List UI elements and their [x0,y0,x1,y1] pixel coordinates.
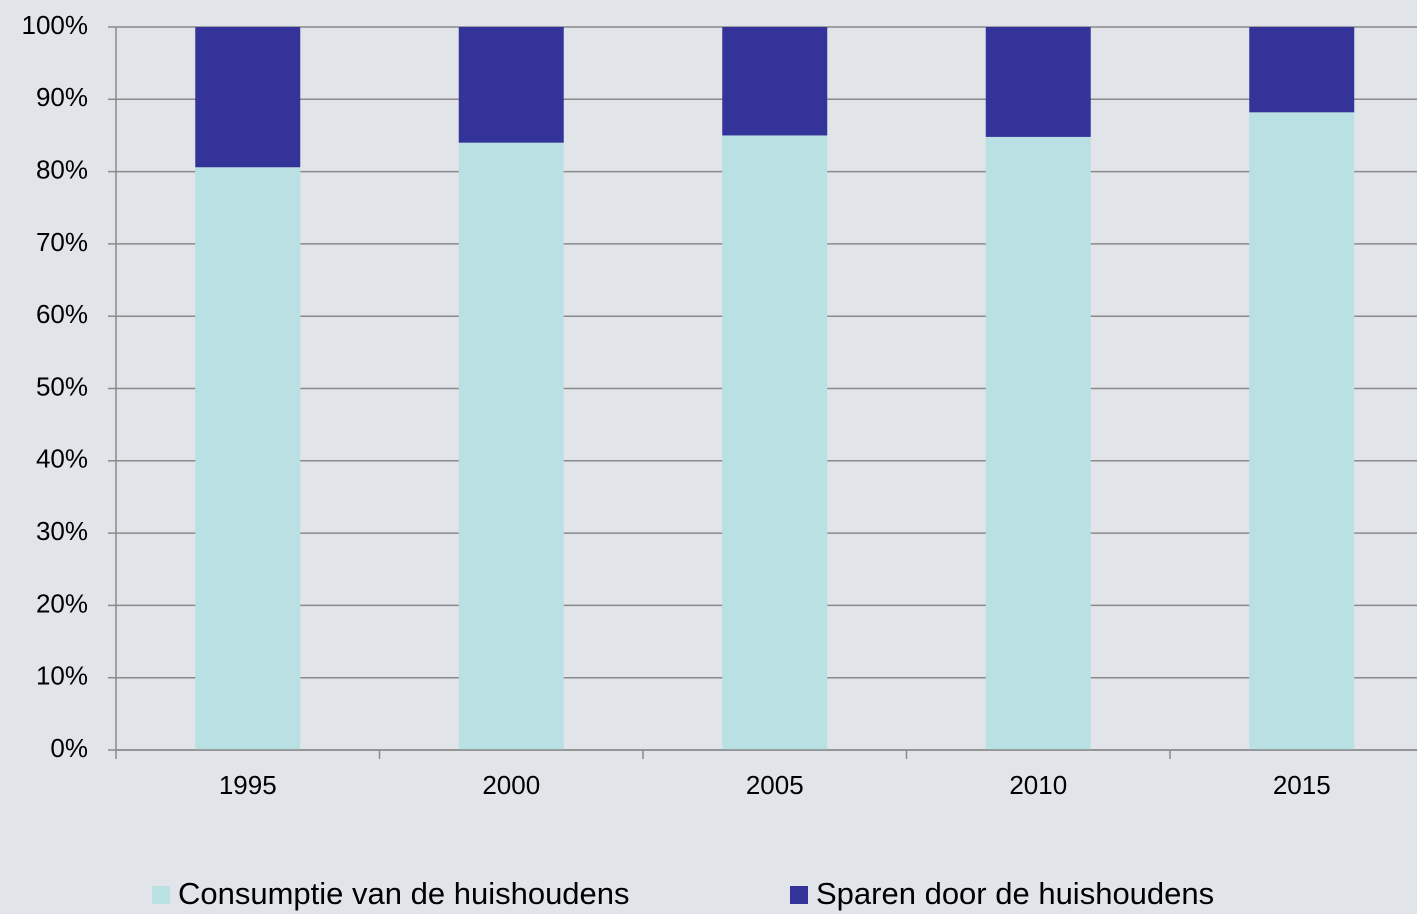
x-tick-label: 2015 [1273,770,1331,800]
legend-swatch [152,886,170,904]
y-tick-label: 100% [22,10,89,40]
bar-segment [1249,27,1355,113]
legend-swatch [790,886,808,904]
bar-segment [458,142,564,750]
x-tick-label: 2000 [482,770,540,800]
bar-segment [195,167,301,751]
y-tick-label: 20% [36,588,88,618]
y-tick-label: 50% [36,371,88,401]
y-tick-label: 60% [36,299,88,329]
legend-text: Consumptie van de huishoudens [178,876,630,911]
y-tick-label: 10% [36,661,88,691]
y-tick-label: 90% [36,82,88,112]
x-tick-label: 2010 [1009,770,1067,800]
y-tick-label: 0% [50,733,88,763]
bar-segment [722,135,828,750]
y-tick-label: 30% [36,516,88,546]
bar-segment [985,136,1091,750]
bar-segment [195,27,301,168]
x-tick-label: 1995 [219,770,277,800]
y-tick-label: 40% [36,444,88,474]
bar-segment [985,27,1091,137]
x-tick-label: 2005 [746,770,804,800]
bar-segment [1249,112,1355,750]
bar-segment [458,27,564,143]
y-tick-label: 80% [36,154,88,184]
y-tick-label: 70% [36,227,88,257]
bar-segment [722,27,828,136]
legend-text: Sparen door de huishoudens [816,876,1214,911]
